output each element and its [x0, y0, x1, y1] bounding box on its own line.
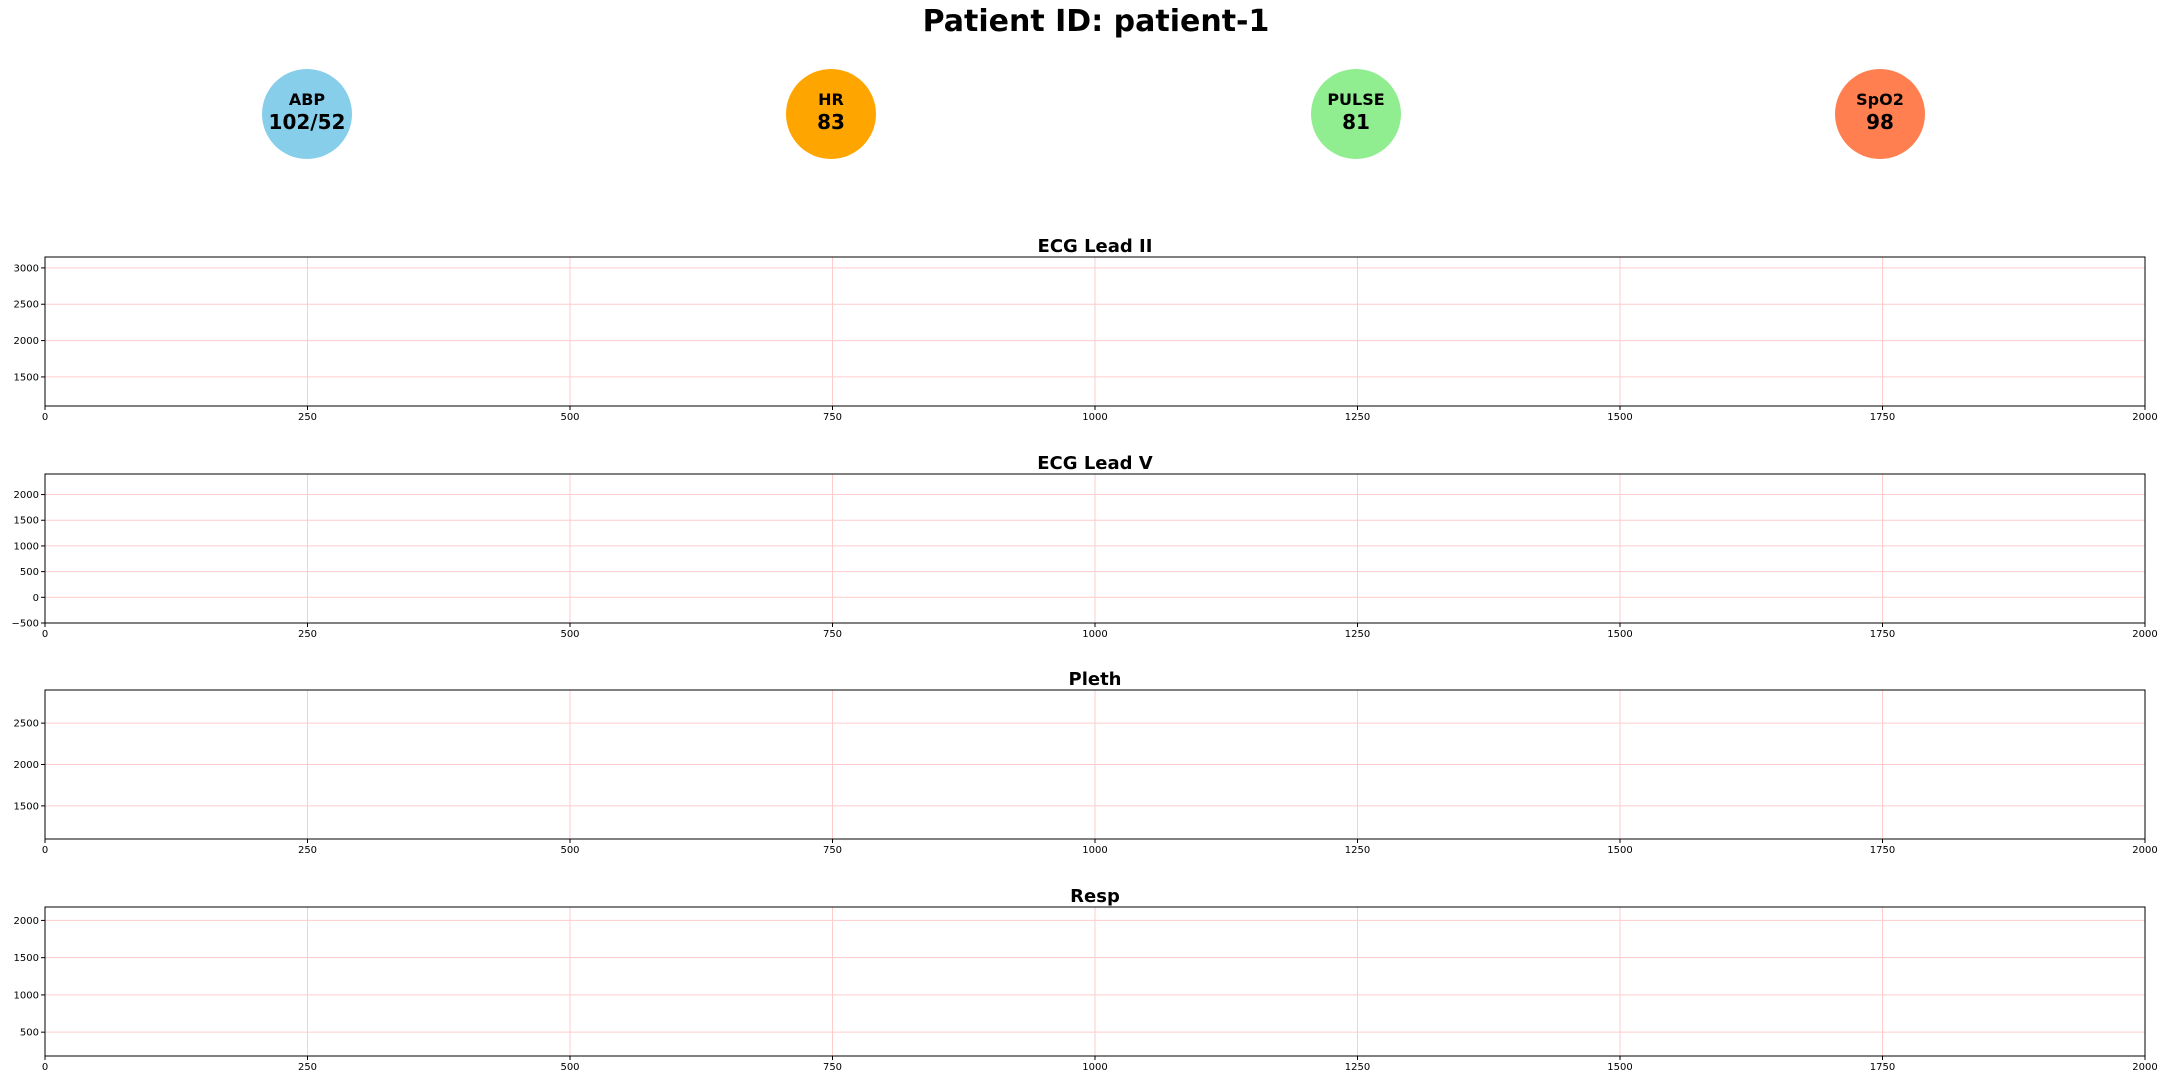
x-tick-label: 0 [42, 629, 48, 640]
y-tick-label: 2500 [14, 719, 39, 730]
x-tick-label: 750 [823, 1062, 842, 1073]
y-tick-label: 1500 [14, 516, 39, 527]
vital-label: SpO2 [1856, 90, 1904, 109]
x-tick-label: 500 [560, 1062, 579, 1073]
x-tick-label: 2000 [2132, 845, 2157, 856]
x-tick-label: 1750 [1870, 845, 1895, 856]
x-tick-label: 250 [298, 412, 317, 423]
y-tick-label: 2000 [14, 916, 39, 927]
x-tick-label: 1000 [1082, 845, 1107, 856]
x-tick-label: 1250 [1345, 629, 1370, 640]
y-tick-label: 2000 [14, 760, 39, 771]
y-tick-label: −500 [12, 619, 39, 630]
vital-abp: ABP 102/52 [262, 69, 352, 159]
chart-title: ECG Lead V [1037, 453, 1153, 474]
x-tick-label: 250 [298, 845, 317, 856]
x-tick-label: 500 [560, 412, 579, 423]
vital-value: 83 [817, 110, 845, 134]
chart-panel: Resp 0 250 500 750 1000 1250 1500 1750 2000 500 100… [14, 886, 2158, 1073]
chart-panel: ECG Lead II 0 250 500 750 1000 1250 1500 1750 200… [14, 236, 2158, 423]
y-tick-label: 1500 [14, 372, 39, 383]
x-tick-label: 0 [42, 412, 48, 423]
x-tick-label: 0 [42, 1062, 48, 1073]
vital-value: 102/52 [268, 110, 346, 134]
y-tick-label: 2500 [14, 300, 39, 311]
x-tick-label: 250 [298, 1062, 317, 1073]
vital-value: 81 [1342, 110, 1370, 134]
vital-spo2: SpO2 98 [1835, 69, 1925, 159]
vital-label: ABP [288, 90, 326, 109]
y-tick-label: 2000 [14, 336, 39, 347]
chart-title: Resp [1070, 886, 1120, 907]
x-tick-label: 1750 [1870, 1062, 1895, 1073]
x-tick-label: 1000 [1082, 1062, 1107, 1073]
x-tick-label: 1250 [1345, 412, 1370, 423]
y-tick-label: 1500 [14, 953, 39, 964]
x-tick-label: 2000 [2132, 629, 2157, 640]
x-tick-label: 2000 [2132, 412, 2157, 423]
x-tick-label: 1500 [1607, 629, 1632, 640]
chart-panel: Pleth 0 250 500 750 1000 1250 1500 1750 2000 1500 2… [14, 669, 2158, 856]
x-tick-label: 250 [298, 629, 317, 640]
x-tick-label: 750 [823, 412, 842, 423]
vital-hr: HR 83 [786, 69, 876, 159]
x-tick-label: 0 [42, 845, 48, 856]
y-tick-label: 3000 [14, 263, 39, 274]
y-tick-label: 1000 [14, 541, 39, 552]
vital-value: 98 [1866, 110, 1894, 134]
x-tick-label: 1500 [1607, 1062, 1632, 1073]
x-tick-label: 1000 [1082, 412, 1107, 423]
x-tick-label: 1750 [1870, 412, 1895, 423]
chart-title: Pleth [1069, 669, 1122, 690]
vital-label: HR [818, 90, 844, 109]
x-tick-label: 1250 [1345, 1062, 1370, 1073]
x-tick-label: 1500 [1607, 845, 1632, 856]
chart-panel: ECG Lead V 0 250 500 750 1000 1250 1500 1750 2000… [12, 453, 2158, 640]
y-tick-label: 500 [20, 1028, 39, 1039]
y-tick-label: 0 [33, 593, 39, 604]
y-tick-label: 1500 [14, 801, 39, 812]
x-tick-label: 750 [823, 629, 842, 640]
y-tick-label: 2000 [14, 490, 39, 501]
x-tick-label: 2000 [2132, 1062, 2157, 1073]
x-tick-label: 1500 [1607, 412, 1632, 423]
x-tick-label: 1250 [1345, 845, 1370, 856]
x-tick-label: 1750 [1870, 629, 1895, 640]
y-tick-label: 500 [20, 567, 39, 578]
chart-title: ECG Lead II [1038, 236, 1153, 257]
page-title: Patient ID: patient-1 [922, 4, 1270, 39]
x-tick-label: 750 [823, 845, 842, 856]
x-tick-label: 1000 [1082, 629, 1107, 640]
vital-label: PULSE [1327, 90, 1385, 109]
y-tick-label: 1000 [14, 990, 39, 1001]
x-tick-label: 500 [560, 629, 579, 640]
x-tick-label: 500 [560, 845, 579, 856]
vital-pulse: PULSE 81 [1311, 69, 1401, 159]
